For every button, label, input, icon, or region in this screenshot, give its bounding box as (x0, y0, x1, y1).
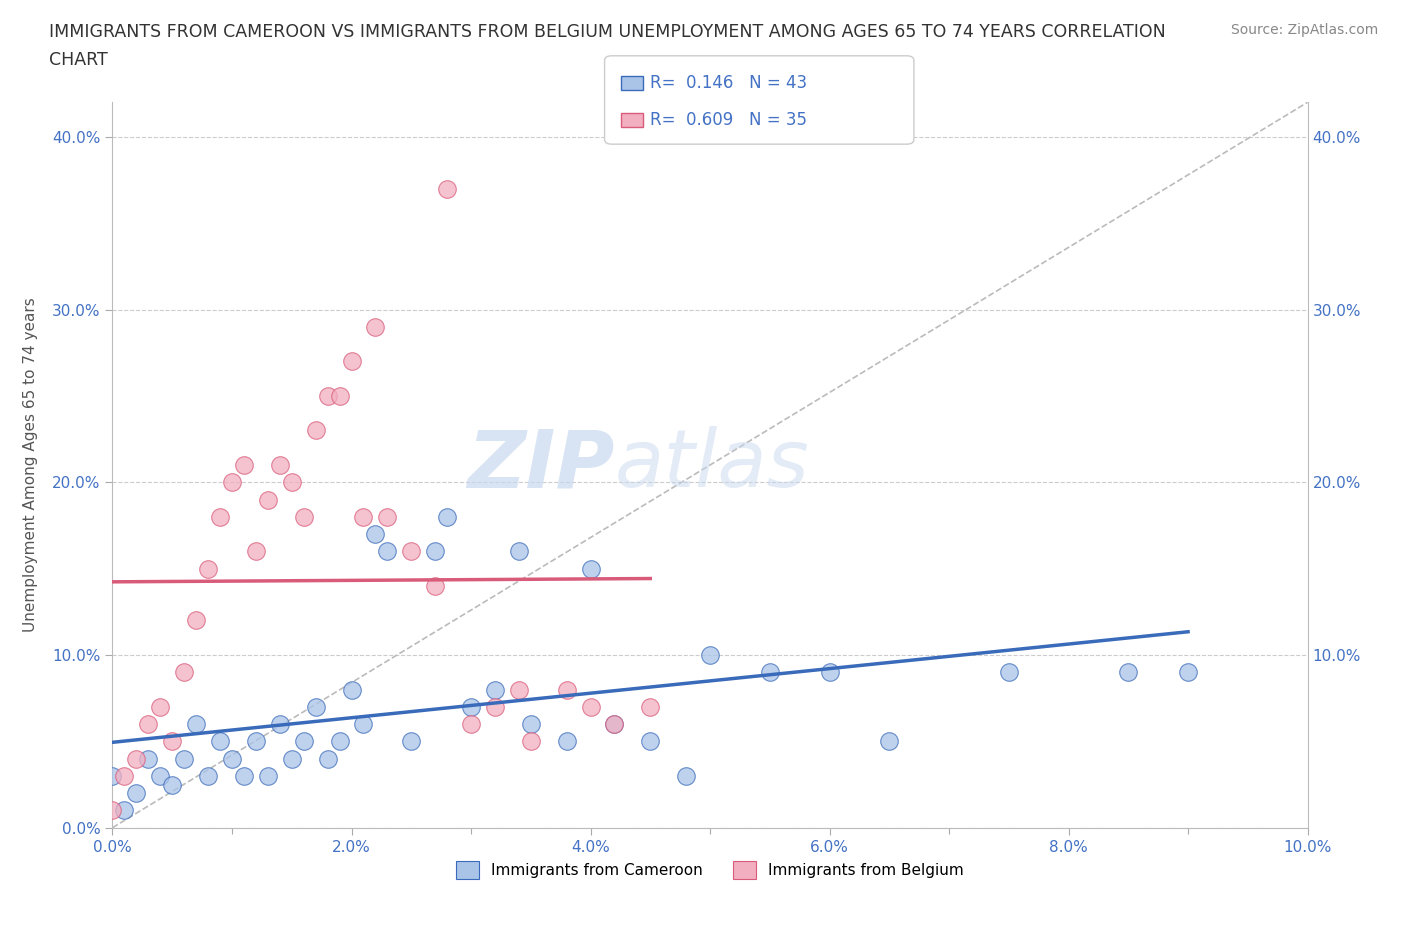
Point (425, 544, 447, 559)
Point (245, 544, 267, 559)
Point (305, 699, 328, 714)
Point (520, 717, 543, 732)
Point (340, 682, 363, 697)
Point (699, 647, 721, 662)
Point (640, 734, 662, 749)
Point (436, 181, 458, 196)
Y-axis label: Unemployment Among Ages 65 to 74 years: Unemployment Among Ages 65 to 74 years (24, 298, 38, 632)
Point (209, 734, 232, 749)
Point (759, 665, 782, 680)
Point (364, 319, 387, 334)
Point (281, 475, 304, 490)
Point (197, 561, 219, 576)
Point (508, 682, 530, 697)
Point (233, 458, 256, 472)
Point (316, 389, 339, 404)
Point (818, 665, 841, 680)
Point (425, 578, 447, 593)
Point (269, 458, 291, 472)
Point (401, 544, 423, 559)
Point (245, 734, 267, 749)
Point (675, 768, 697, 783)
Point (484, 682, 506, 697)
Point (257, 768, 280, 783)
Point (186, 717, 208, 732)
Point (364, 526, 387, 541)
Text: ZIP: ZIP (467, 426, 614, 504)
Point (879, 734, 901, 749)
Point (316, 751, 339, 766)
Text: R=  0.609   N = 35: R= 0.609 N = 35 (650, 111, 807, 128)
Point (125, 751, 148, 766)
Point (579, 699, 602, 714)
Point (353, 510, 375, 525)
Point (186, 613, 208, 628)
Point (221, 475, 243, 490)
Text: R=  0.146   N = 43: R= 0.146 N = 43 (650, 73, 807, 91)
Point (640, 699, 662, 714)
Point (292, 510, 315, 525)
Point (197, 768, 219, 783)
Point (114, 768, 135, 783)
Point (353, 717, 375, 732)
Point (209, 510, 232, 525)
Point (305, 423, 328, 438)
Point (1118, 665, 1140, 680)
Point (162, 734, 183, 749)
Point (603, 717, 626, 732)
Point (173, 665, 195, 680)
Point (329, 734, 352, 749)
Text: IMMIGRANTS FROM CAMEROON VS IMMIGRANTS FROM BELGIUM UNEMPLOYMENT AMONG AGES 65 T: IMMIGRANTS FROM CAMEROON VS IMMIGRANTS F… (49, 23, 1166, 41)
Point (460, 699, 482, 714)
Point (114, 803, 135, 817)
Point (329, 389, 352, 404)
Point (162, 777, 183, 792)
Point (460, 717, 482, 732)
Point (436, 510, 458, 525)
Point (484, 699, 506, 714)
Point (340, 354, 363, 369)
Legend: Immigrants from Cameroon, Immigrants from Belgium: Immigrants from Cameroon, Immigrants fro… (450, 855, 970, 885)
Point (520, 734, 543, 749)
Point (377, 544, 399, 559)
Point (998, 665, 1021, 680)
Point (149, 699, 172, 714)
Point (603, 717, 626, 732)
Text: atlas: atlas (614, 426, 810, 504)
Point (233, 768, 256, 783)
Text: Source: ZipAtlas.com: Source: ZipAtlas.com (1230, 23, 1378, 37)
Point (101, 768, 124, 783)
Point (138, 751, 160, 766)
Text: CHART: CHART (49, 51, 108, 69)
Point (579, 561, 602, 576)
Point (269, 717, 291, 732)
Point (257, 492, 280, 507)
Point (555, 682, 578, 697)
Point (508, 544, 530, 559)
Point (292, 734, 315, 749)
Point (138, 717, 160, 732)
Point (555, 734, 578, 749)
Point (401, 734, 423, 749)
Point (173, 751, 195, 766)
Point (101, 803, 124, 817)
Point (377, 510, 399, 525)
Point (149, 768, 172, 783)
Point (281, 751, 304, 766)
Point (1177, 665, 1199, 680)
Point (125, 786, 148, 801)
Point (221, 751, 243, 766)
